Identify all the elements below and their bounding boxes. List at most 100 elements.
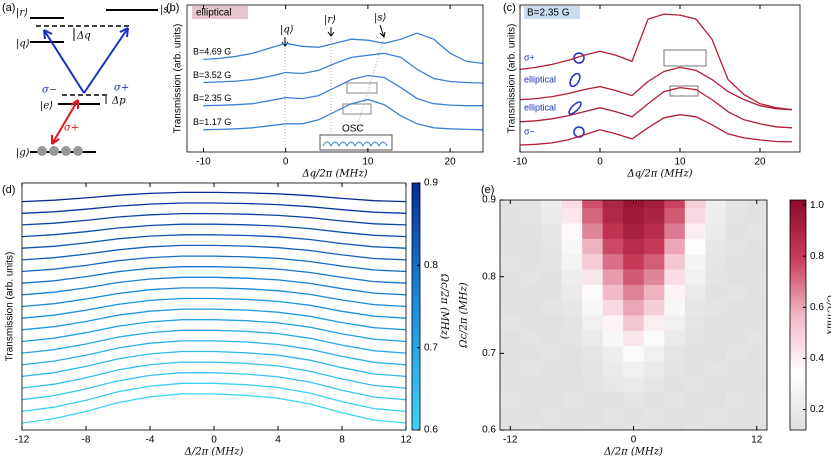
- heat-cell: [520, 284, 542, 301]
- heat-cell: [500, 299, 522, 316]
- heat-cell: [684, 345, 706, 362]
- heat-cell: [643, 376, 665, 393]
- x-tick-label: 12: [400, 435, 412, 446]
- detuning-label: Δp: [111, 96, 126, 107]
- arrow: [379, 24, 386, 39]
- heat-cell: [746, 345, 767, 362]
- heat-cell: [664, 299, 686, 316]
- heat-cell: [541, 345, 563, 362]
- heat-cell: [561, 284, 583, 301]
- colorbar-tick-label: 1.0: [810, 200, 824, 211]
- heat-cell: [684, 391, 706, 408]
- plot-frame: [21, 182, 407, 431]
- series-label: σ+: [524, 52, 535, 62]
- heat-cell: [602, 238, 624, 255]
- heat-cell: [602, 207, 624, 224]
- tag-background: [192, 6, 248, 19]
- zoom-box: [342, 103, 372, 115]
- heat-cell: [602, 407, 624, 423]
- guide-line: [284, 37, 385, 151]
- heat-cell: [541, 376, 563, 393]
- heat-cell: [520, 299, 542, 316]
- x-tick-label: 10: [674, 157, 686, 168]
- atoms: [37, 146, 83, 156]
- heat-cell: [664, 238, 686, 255]
- x-tick-label: 0: [211, 435, 217, 446]
- heat-cell: [541, 238, 563, 255]
- heat-cell: [561, 345, 583, 362]
- series-line: [22, 212, 406, 226]
- series-line: [203, 98, 483, 131]
- heat-cell: [684, 407, 706, 423]
- series-line: [22, 372, 406, 401]
- heat-cell: [725, 315, 747, 331]
- series-line: [203, 32, 483, 65]
- heat-cell: [561, 200, 583, 209]
- heat-cell: [623, 391, 645, 408]
- heat-cell: [643, 253, 665, 270]
- heat-cell: [582, 330, 604, 347]
- colorbar-tick-label: 0.4: [810, 353, 824, 364]
- series-line: [520, 114, 793, 146]
- heat-cell: [664, 391, 686, 408]
- heat-cell: [602, 315, 624, 331]
- x-tick-label: 0: [283, 157, 289, 168]
- colorbar-label: C/Cmax: [825, 295, 831, 335]
- heat-cell: [602, 253, 624, 270]
- heat-cell: [684, 315, 706, 331]
- series-label: elliptical: [524, 74, 556, 84]
- heat-cell: [561, 422, 583, 430]
- heat-cell: [643, 345, 665, 362]
- plot-area: [520, 13, 793, 146]
- heat-cell: [684, 269, 706, 285]
- heat-cell: [664, 376, 686, 393]
- heat-cell: [684, 253, 706, 270]
- heat-cell: [582, 407, 604, 423]
- heat-cell: [582, 391, 604, 408]
- heat-cell: [623, 315, 645, 331]
- heat-cell: [643, 200, 665, 209]
- heat-cell: [684, 376, 706, 393]
- series-line: [22, 234, 406, 249]
- arrow-head: [51, 99, 79, 145]
- heat-cell: [725, 299, 747, 316]
- heat-cell: [643, 330, 665, 347]
- heat-cell: [664, 315, 686, 331]
- heat-cell: [561, 361, 583, 377]
- heat-cell: [520, 253, 542, 270]
- heat-cell: [561, 299, 583, 316]
- heat-cell: [602, 284, 624, 301]
- series-label: B=3.52 G: [193, 70, 231, 80]
- heat-cell: [623, 407, 645, 423]
- heat-cell: [664, 223, 686, 239]
- heat-cell: [561, 269, 583, 285]
- heat-cell: [582, 361, 604, 377]
- atom: [49, 146, 59, 156]
- x-tick-label: 0: [631, 435, 637, 446]
- heat-cell: [541, 253, 563, 270]
- heat-cell: [541, 422, 563, 430]
- heat-cell: [725, 200, 747, 209]
- heat-cell: [684, 284, 706, 301]
- heat-cell: [684, 422, 706, 430]
- heat-cell: [746, 200, 767, 209]
- series-line: [520, 66, 793, 111]
- x-tick-label: 20: [754, 157, 766, 168]
- heat-cell: [746, 376, 767, 393]
- colorbar-tick-label: 0.8: [424, 260, 438, 271]
- heat-cell: [561, 407, 583, 423]
- heat-cell: [643, 238, 665, 255]
- x-axis-label: Δ/2π (MHz): [184, 447, 244, 458]
- heat-cell: [623, 207, 645, 224]
- heat-cell: [582, 223, 604, 239]
- series-line: [22, 361, 406, 389]
- heat-cell: [643, 391, 665, 408]
- heat-cell: [623, 299, 645, 316]
- heat-cell: [500, 269, 522, 285]
- heat-cell: [705, 391, 727, 408]
- heat-cell: [664, 284, 686, 301]
- heat-cell: [520, 422, 542, 430]
- heat-cell: [500, 238, 522, 255]
